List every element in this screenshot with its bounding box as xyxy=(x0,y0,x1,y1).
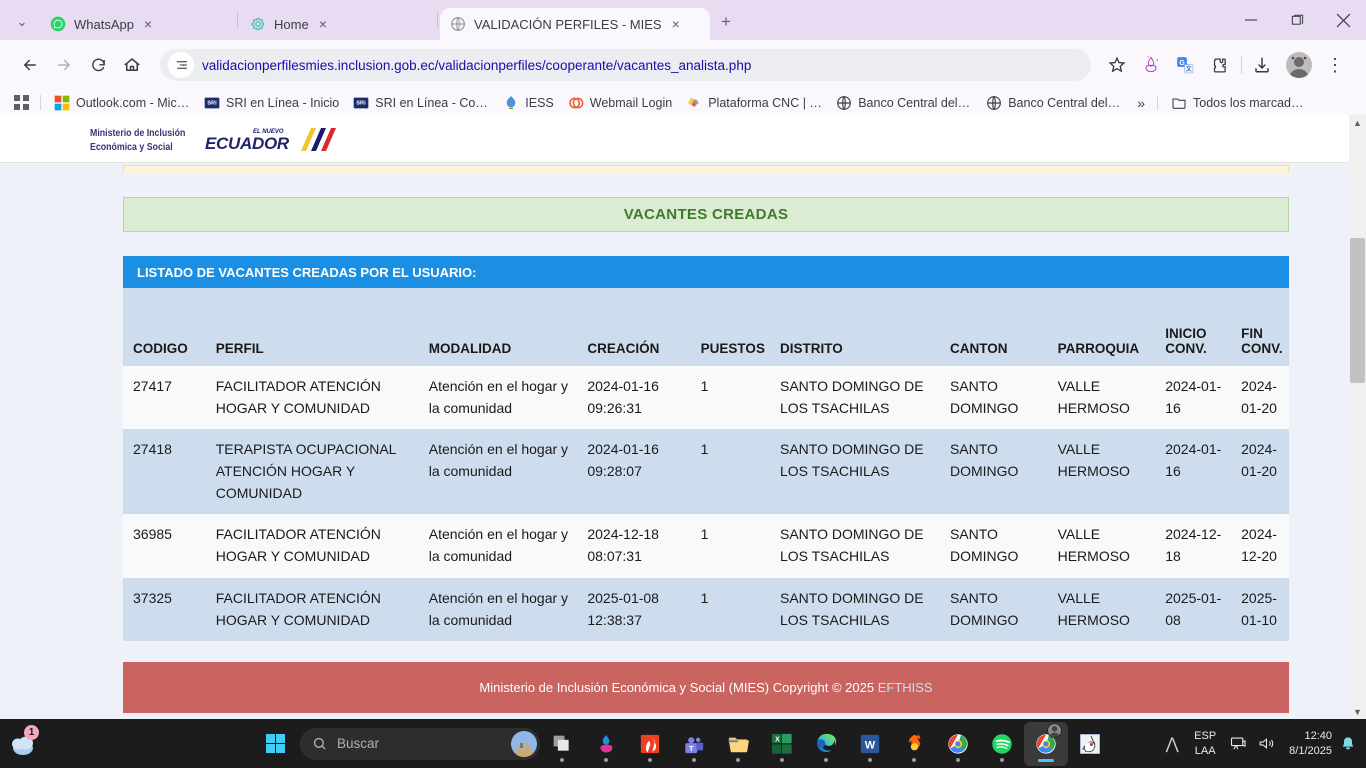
svg-text:T: T xyxy=(689,743,694,752)
svg-text:SRi: SRi xyxy=(357,100,367,106)
svg-text:ECUADOR: ECUADOR xyxy=(205,134,290,153)
svg-text:W: W xyxy=(865,739,876,751)
svg-text:X: X xyxy=(775,736,780,743)
svg-text:SRi: SRi xyxy=(207,100,217,106)
